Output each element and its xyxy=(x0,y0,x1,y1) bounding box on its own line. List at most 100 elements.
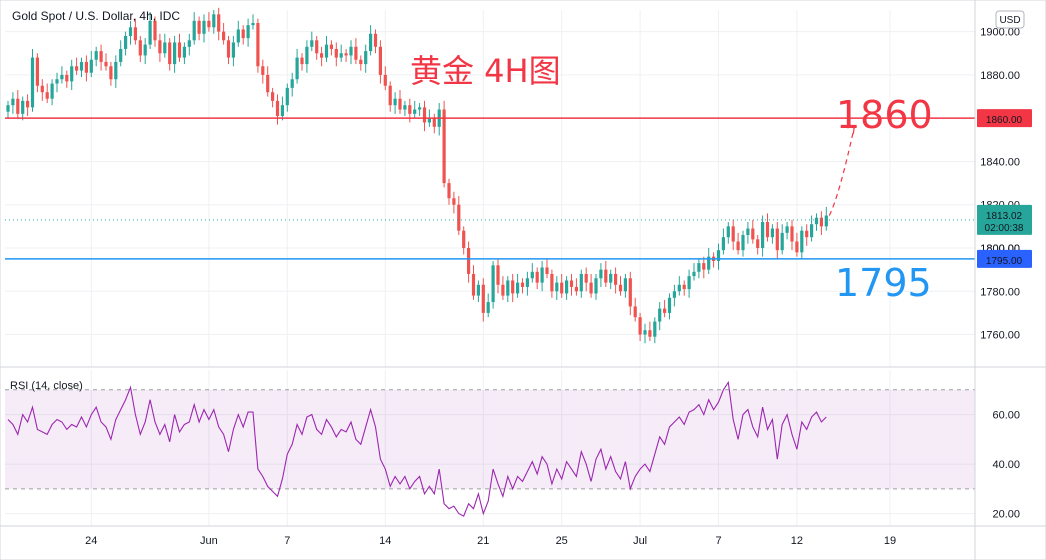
candle-body xyxy=(16,98,20,114)
candle-body xyxy=(814,217,819,225)
candle xyxy=(506,276,510,303)
candle-body xyxy=(697,263,701,272)
candle xyxy=(761,215,765,257)
resistance-tag-bg xyxy=(977,109,1032,128)
candle-body xyxy=(457,204,461,231)
support-tag-bg xyxy=(977,249,1032,268)
candle-body xyxy=(271,92,275,101)
candle-body xyxy=(731,226,735,242)
candle-body xyxy=(746,228,750,236)
time-tick-label: 21 xyxy=(477,535,489,547)
time-axis[interactable]: 24 Jun 7 14 21 25 Jul 7 12 19 xyxy=(85,535,896,547)
candle xyxy=(398,90,402,114)
candle xyxy=(364,44,368,73)
symbol-title[interactable]: Gold Spot / U.S. Dollar, 4h, IDC xyxy=(12,9,180,23)
candle xyxy=(148,12,152,49)
candle xyxy=(388,81,392,112)
candle-body xyxy=(618,284,623,292)
candle xyxy=(663,299,667,318)
time-tick-label: Jun xyxy=(200,535,218,547)
candle-body xyxy=(70,66,74,82)
candle xyxy=(614,267,618,294)
candle xyxy=(702,256,706,279)
candle-body xyxy=(540,267,544,283)
candle xyxy=(378,40,382,84)
candle xyxy=(467,241,471,283)
candle-body xyxy=(94,51,98,60)
candle-body xyxy=(589,282,593,294)
candle-body xyxy=(251,22,255,26)
candle-body xyxy=(721,237,725,251)
currency-badge[interactable]: USD xyxy=(995,10,1025,29)
candle-body xyxy=(153,20,157,41)
candle-body xyxy=(677,284,681,292)
candle xyxy=(707,248,711,274)
candle-body xyxy=(168,42,172,65)
candle xyxy=(373,29,378,54)
candle xyxy=(692,263,696,281)
time-tick-label: Jul xyxy=(633,535,647,547)
candle xyxy=(30,48,35,112)
rsi-axis[interactable]: 20.00 40.00 60.00 xyxy=(992,410,1020,521)
candle-body xyxy=(413,109,417,114)
candle-body xyxy=(501,284,505,296)
candle-body xyxy=(800,230,804,253)
candle xyxy=(560,273,564,298)
candle-body xyxy=(550,273,554,292)
candle-body xyxy=(373,33,378,47)
candle xyxy=(452,191,456,214)
candle xyxy=(192,12,196,45)
candle xyxy=(271,87,275,108)
candle xyxy=(751,219,755,244)
rsi-band-fill xyxy=(5,389,975,489)
candle xyxy=(471,265,476,300)
resistance-big-label: 1860 xyxy=(836,93,933,137)
candle xyxy=(339,44,343,62)
candle-body xyxy=(467,248,471,274)
candle xyxy=(731,219,735,251)
candle xyxy=(687,269,691,298)
candle-body xyxy=(594,278,598,294)
candle xyxy=(716,243,721,270)
candle xyxy=(618,276,623,296)
candle xyxy=(114,55,118,88)
candle-body xyxy=(40,85,44,93)
candle-body xyxy=(579,273,583,292)
candle xyxy=(256,18,260,73)
candle-body xyxy=(334,48,338,58)
candle xyxy=(119,40,123,67)
candle xyxy=(285,83,289,112)
candle xyxy=(70,59,74,91)
candle-body xyxy=(231,42,235,58)
candle-body xyxy=(295,57,299,80)
candle-body xyxy=(378,46,382,75)
candle xyxy=(251,14,255,30)
candle-body xyxy=(761,222,765,248)
candle-body xyxy=(266,74,270,93)
candle xyxy=(653,317,657,344)
rsi-legend[interactable]: RSI (14, close) xyxy=(10,380,83,392)
candle-body xyxy=(261,66,265,75)
candle-body xyxy=(197,20,201,34)
last-price-tag-text: 02:00:38 xyxy=(985,223,1024,234)
candle-body xyxy=(716,250,721,261)
candle xyxy=(393,92,397,114)
candle xyxy=(667,293,672,320)
candle xyxy=(810,215,814,242)
projection-arrow-head xyxy=(847,126,856,134)
candle xyxy=(295,48,299,84)
candle-body xyxy=(75,66,79,71)
candle-body xyxy=(226,40,231,58)
candle xyxy=(569,273,574,296)
candle-body xyxy=(128,27,133,36)
candle xyxy=(300,53,304,71)
candle xyxy=(241,25,245,45)
rsi-line xyxy=(7,380,827,517)
candle xyxy=(599,263,603,287)
candle xyxy=(633,297,637,322)
candle-body xyxy=(158,40,162,54)
currency-badge-label: USD xyxy=(999,15,1020,26)
candle xyxy=(403,100,407,117)
candle-body xyxy=(212,14,216,28)
